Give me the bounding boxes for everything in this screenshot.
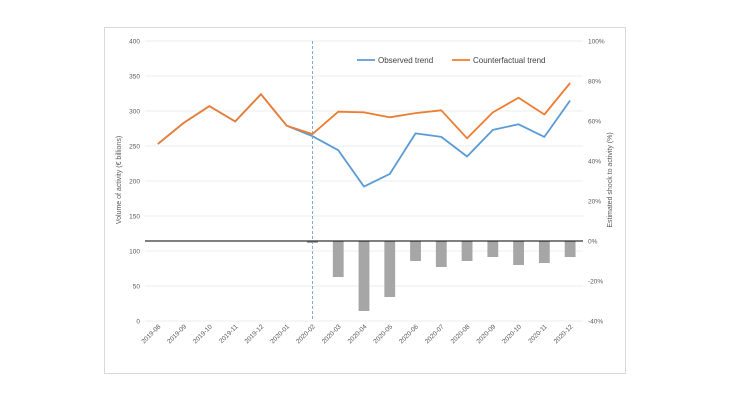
shock-bar <box>384 241 396 297</box>
grid-lines <box>145 40 583 322</box>
y-tick-label: 400 <box>129 38 140 45</box>
shock-bar <box>307 241 318 243</box>
shock-bar <box>435 241 447 267</box>
y-tick-label: 50 <box>133 283 141 290</box>
x-tick-label: 2020-07 <box>424 323 446 345</box>
shock-bar <box>332 241 344 277</box>
series-line <box>157 93 571 188</box>
x-tick-label: 2019-10 <box>192 323 214 345</box>
x-tick-label: 2020-12 <box>553 323 575 345</box>
y2-axis-label: Estimated shock to activity (%) <box>607 132 614 227</box>
shock-bar <box>513 241 524 265</box>
x-tick-label: 2020-10 <box>501 323 523 345</box>
y2-tick-label: 20% <box>588 198 601 205</box>
series-line <box>157 82 571 145</box>
x-tick-label: 2020-02 <box>295 323 317 345</box>
legend: Observed trend Counterfactual trend <box>357 56 546 65</box>
x-tick-label: 2019-08 <box>140 323 162 345</box>
shock-bar <box>564 241 576 257</box>
left-axis-ticks: 0 50 100 150 200 250 300 350 400 <box>129 38 140 325</box>
x-tick-label: 2020-03 <box>321 323 343 345</box>
y-tick-label: 0 <box>136 318 140 325</box>
x-tick-label: 2020-06 <box>398 323 420 345</box>
y-tick-label: 250 <box>129 143 140 150</box>
y2-tick-label: 0% <box>588 238 598 245</box>
y2-tick-label: -40% <box>588 318 603 325</box>
right-axis-ticks: -40% -20% 0% 20% 40% 60% 80% 100% <box>588 38 605 325</box>
y-tick-label: 100 <box>129 248 140 255</box>
x-axis-ticks: 2019-08 2019-09 2019-10 2019-11 2019-12 2020-… <box>140 323 574 345</box>
y-tick-label: 300 <box>129 108 140 115</box>
x-tick-label: 2020-09 <box>475 323 497 345</box>
y-axis-label: Volume of activity (€ billions) <box>116 136 123 224</box>
x-tick-label: 2020-04 <box>347 323 369 345</box>
y-tick-label: 150 <box>129 213 140 220</box>
x-tick-label: 2020-11 <box>527 323 549 345</box>
y2-tick-label: 60% <box>588 118 601 125</box>
shock-bar <box>538 241 550 263</box>
x-tick-label: 2020-01 <box>269 323 291 345</box>
legend-label: Counterfactual trend <box>473 56 546 65</box>
line-series <box>157 82 571 188</box>
x-tick-label: 2019-11 <box>218 323 240 345</box>
shock-bar <box>461 241 473 261</box>
y2-tick-label: 80% <box>588 78 601 85</box>
y2-tick-label: 40% <box>588 158 601 165</box>
x-tick-label: 2020-05 <box>372 323 394 345</box>
x-tick-label: 2019-09 <box>166 323 188 345</box>
y-tick-label: 350 <box>129 73 140 80</box>
chart-frame <box>104 27 626 374</box>
bar-series <box>307 241 576 311</box>
x-tick-label: 2020-08 <box>450 323 472 345</box>
y-tick-label: 200 <box>129 178 140 185</box>
shock-bar <box>487 241 499 257</box>
legend-label: Observed trend <box>378 56 433 65</box>
y2-tick-label: -20% <box>588 278 603 285</box>
shock-bar <box>358 241 370 311</box>
shock-bar <box>410 241 421 261</box>
x-tick-label: 2019-12 <box>244 323 266 345</box>
y2-tick-label: 100% <box>588 38 605 45</box>
